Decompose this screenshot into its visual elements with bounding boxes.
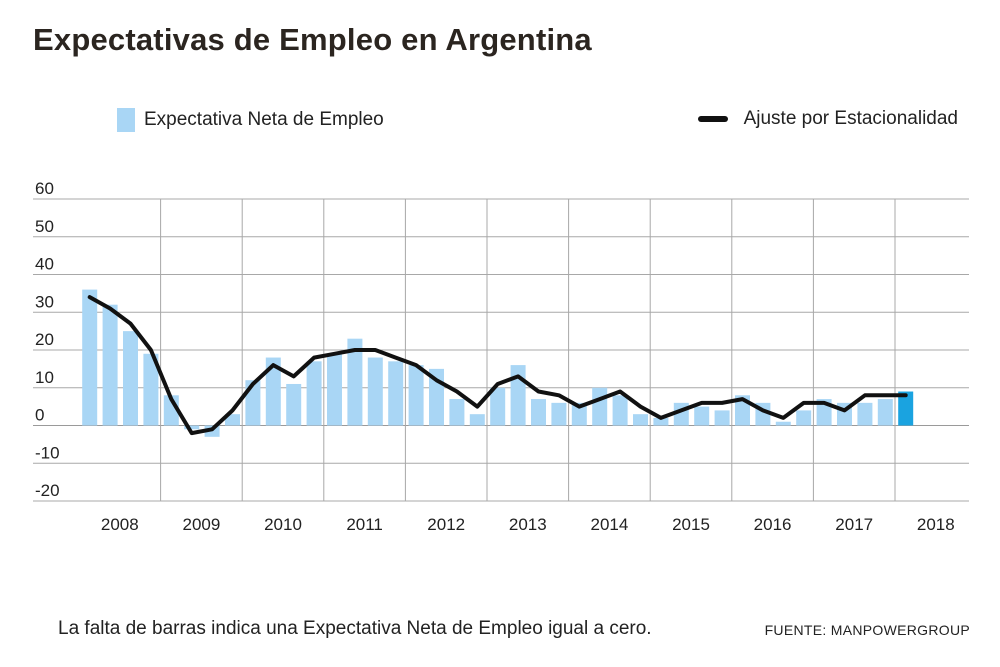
bar-q24: [551, 402, 567, 426]
y-tick-label: 0: [35, 406, 44, 425]
bar-q6: [184, 425, 200, 430]
x-year-label: 2008: [101, 515, 139, 534]
legend-bar-swatch: [117, 108, 135, 132]
x-year-label: 2010: [264, 515, 302, 534]
x-year-label: 2013: [509, 515, 547, 534]
bar-q10: [265, 357, 281, 426]
x-year-label: 2009: [182, 515, 220, 534]
bar-q40: [877, 399, 893, 426]
bar-q22: [510, 365, 526, 426]
y-tick-label: -20: [35, 481, 60, 500]
legend-line-label: Ajuste por Estacionalidad: [743, 108, 958, 129]
bar-q26: [592, 387, 608, 426]
bar-q23: [531, 399, 546, 426]
bar-q1: [82, 289, 98, 426]
y-tick-label: 40: [35, 255, 54, 274]
bar-q31: [694, 406, 710, 426]
bar-q25: [571, 402, 587, 426]
legend-line-swatch: [697, 116, 728, 122]
bar-q3: [123, 331, 138, 426]
bar-q15: [367, 357, 383, 426]
x-year-label: 2016: [754, 515, 792, 534]
x-year-label: 2015: [672, 515, 710, 534]
bar-q8: [225, 414, 240, 426]
y-tick-label: 30: [35, 292, 54, 311]
bar-q36: [796, 410, 812, 426]
y-tick-label: 60: [35, 179, 54, 198]
bar-q17: [408, 365, 424, 426]
bar-q21: [490, 387, 506, 426]
bar-q11: [286, 383, 302, 426]
bar-q28: [633, 414, 648, 426]
y-tick-label: 20: [35, 330, 54, 349]
source-credit: FUENTE: MANPOWERGROUP: [764, 622, 970, 638]
x-year-label: 2014: [590, 515, 628, 534]
legend-line: Ajuste por Estacionalidad: [697, 108, 958, 130]
bar-q2: [102, 304, 118, 426]
bar-q16: [388, 361, 404, 426]
chart-title: Expectativas de Empleo en Argentina: [33, 22, 592, 57]
bar-q13: [327, 353, 342, 426]
x-year-label: 2012: [427, 515, 465, 534]
y-tick-label: -10: [35, 443, 60, 462]
bar-q27: [612, 395, 628, 426]
bar-q39: [857, 402, 873, 426]
bar-q20: [469, 414, 485, 426]
x-year-label: 2018: [917, 515, 955, 534]
bar-q14: [347, 338, 363, 426]
footnote: La falta de barras indica una Expectativ…: [58, 618, 652, 639]
seasonal-line: [87, 295, 908, 436]
legend-bars-label: Expectativa Neta de Empleo: [144, 109, 384, 130]
bar-q35: [775, 421, 791, 426]
legend-bars: Expectativa Neta de Empleo: [117, 108, 384, 132]
bar-q12: [306, 361, 322, 426]
y-tick-label: 50: [35, 217, 54, 236]
bar-q32: [714, 410, 730, 426]
bar-q41: [898, 391, 914, 426]
bar-q29: [653, 417, 669, 426]
bar-q4: [143, 353, 159, 426]
y-tick-label: 10: [35, 368, 54, 387]
x-year-label: 2017: [835, 515, 873, 534]
x-year-label: 2011: [346, 515, 383, 534]
bar-q19: [449, 399, 465, 426]
